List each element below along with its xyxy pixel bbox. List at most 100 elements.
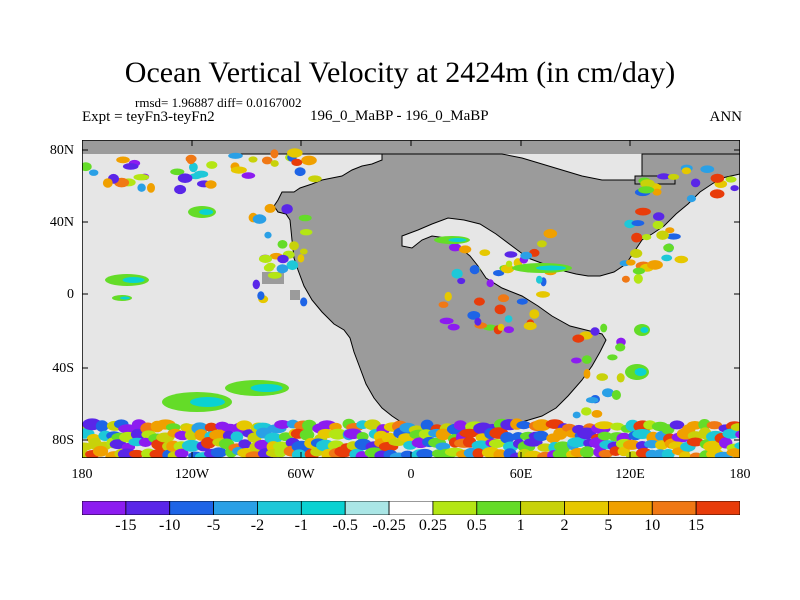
lon-label: 60W	[287, 467, 315, 482]
velocity-patch	[120, 296, 130, 300]
velocity-patch	[581, 407, 592, 416]
velocity-patch	[641, 234, 652, 241]
velocity-patch	[493, 270, 505, 277]
velocity-patch	[479, 249, 491, 256]
velocity-patch	[633, 273, 643, 284]
velocity-patch	[735, 430, 740, 439]
velocity-patch	[554, 441, 572, 452]
velocity-patch	[597, 431, 613, 441]
colorbar-label: 2	[560, 517, 569, 534]
velocity-patch	[591, 410, 603, 418]
velocity-patch	[536, 291, 550, 298]
experiment-label: Expt = teyFn3-teyFn2	[82, 109, 215, 125]
lat-label: 40S	[52, 361, 74, 376]
colorbar-swatch	[432, 501, 478, 515]
velocity-patch	[444, 291, 452, 302]
velocity-patch	[277, 254, 289, 264]
velocity-patch	[667, 173, 680, 180]
velocity-patch	[364, 419, 381, 431]
lon-label: 120E	[615, 467, 645, 482]
colorbar-swatch	[388, 501, 434, 515]
velocity-field	[82, 148, 740, 458]
colorbar-label: 15	[688, 517, 705, 534]
velocity-patch	[586, 397, 599, 404]
velocity-patch	[210, 447, 227, 458]
velocity-patch	[228, 152, 243, 159]
velocity-patch	[291, 449, 307, 458]
velocity-patch	[661, 254, 673, 262]
velocity-patch	[276, 264, 289, 274]
velocity-patch	[270, 160, 279, 167]
velocity-patch	[467, 311, 481, 320]
plot-title: Ocean Vertical Velocity at 2424m (in cm/…	[124, 56, 676, 89]
velocity-patch	[594, 421, 614, 430]
velocity-patch	[416, 448, 434, 458]
velocity-patch	[472, 448, 485, 458]
velocity-patch	[488, 439, 505, 448]
velocity-patch	[267, 272, 282, 279]
velocity-patch	[129, 449, 145, 458]
velocity-patch	[709, 189, 725, 199]
velocity-patch	[553, 427, 568, 440]
velocity-patch	[700, 165, 715, 173]
velocity-patch	[447, 323, 460, 331]
velocity-patch	[270, 149, 279, 159]
velocity-patch	[287, 148, 303, 158]
velocity-patch	[438, 301, 449, 308]
velocity-patch	[248, 156, 258, 163]
velocity-patch	[652, 188, 662, 196]
velocity-patch	[133, 174, 150, 181]
velocity-patch	[258, 254, 273, 263]
lon-label: 180	[71, 467, 93, 482]
velocity-patch	[435, 428, 452, 441]
velocity-patch	[230, 431, 244, 443]
velocity-patch	[274, 446, 287, 458]
colorbar-label: -0.25	[372, 517, 406, 534]
velocity-patch	[533, 430, 549, 442]
velocity-patch	[598, 449, 613, 458]
velocity-patch	[494, 304, 506, 315]
velocity-patch	[536, 265, 566, 271]
colorbar-label: 5	[604, 517, 613, 534]
velocity-patch	[265, 262, 276, 270]
velocity-patch	[420, 419, 434, 431]
velocity-patch	[301, 155, 317, 166]
colorbar-swatch	[520, 501, 565, 515]
velocity-patch	[731, 449, 740, 458]
velocity-patch	[615, 343, 626, 352]
velocity-patch	[577, 427, 596, 440]
lat-label: 40N	[49, 215, 74, 230]
velocity-patch	[638, 186, 655, 194]
velocity-patch	[669, 420, 685, 430]
velocity-patch	[300, 229, 313, 236]
land-mass	[82, 140, 740, 154]
velocity-patch	[451, 268, 463, 279]
lon-label: 0	[407, 467, 415, 482]
velocity-patch	[264, 231, 272, 239]
colorbar-swatch	[125, 501, 171, 515]
velocity-patch	[137, 183, 146, 192]
velocity-patch	[294, 167, 306, 177]
velocity-patch	[199, 209, 214, 215]
velocity-patch	[626, 259, 636, 266]
velocity-patch	[690, 178, 701, 188]
map-panel	[82, 140, 740, 458]
velocity-patch	[543, 229, 558, 239]
velocity-patch	[236, 420, 253, 431]
velocity-patch	[730, 185, 739, 192]
velocity-patch	[205, 180, 217, 189]
velocity-patch	[529, 309, 540, 319]
velocity-patch	[92, 445, 109, 457]
velocity-patch	[610, 422, 625, 431]
colorbar-label: -10	[159, 517, 181, 534]
velocity-patch	[681, 167, 692, 175]
velocity-patch	[297, 254, 305, 263]
velocity-patch	[170, 168, 185, 176]
velocity-patch	[734, 441, 740, 450]
velocity-patch	[504, 251, 518, 258]
land-mass	[237, 153, 740, 431]
velocity-patch	[241, 172, 256, 179]
colorbar-label: -1	[294, 517, 308, 534]
stats-text: rmsd= 1.96887 diff= 0.0167002	[135, 95, 302, 110]
colorbar-label: 0.25	[418, 517, 447, 534]
